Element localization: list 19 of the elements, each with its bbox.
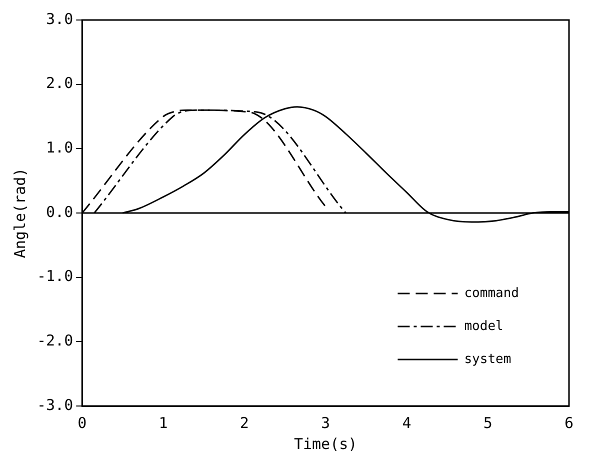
y-tick-label: -3.0 <box>37 396 74 414</box>
legend-label: model <box>464 318 504 334</box>
x-tick-label: 0 <box>78 414 87 432</box>
y-tick-label: -1.0 <box>37 267 74 286</box>
x-tick-label: 6 <box>564 414 574 432</box>
x-tick-label: 1 <box>158 414 168 432</box>
x-tick-label: 2 <box>240 414 249 432</box>
legend-label: command <box>464 286 520 301</box>
y-tick-label: 3.0 <box>46 10 74 28</box>
y-axis-title: Angle(rad) <box>10 168 29 258</box>
x-tick-label: 4 <box>402 414 412 432</box>
y-tick-label: 1.0 <box>46 138 74 157</box>
x-tick-label: 5 <box>483 414 492 432</box>
x-axis-title: Time(s) <box>294 434 358 453</box>
y-tick-label: 0.0 <box>46 202 74 221</box>
y-tick-label: -2.0 <box>37 332 74 350</box>
x-tick-label: 3 <box>321 414 330 432</box>
y-tick-label: 2.0 <box>46 74 74 92</box>
legend-label: system <box>464 352 512 367</box>
